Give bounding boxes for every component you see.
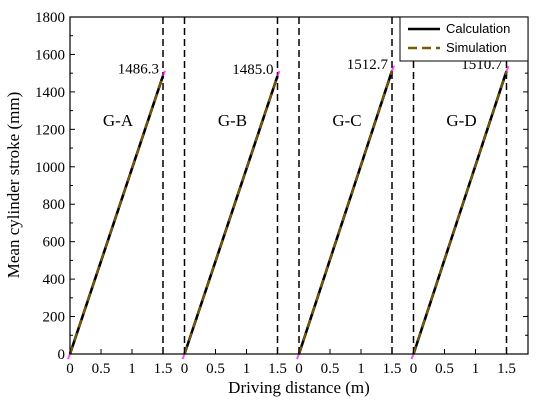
y-tick-label-8: 1600 (35, 47, 65, 63)
y-tick-label-7: 1400 (35, 85, 65, 101)
x-tick-label-g-b-3: 1.5 (268, 361, 287, 377)
end-value-label-g-c: 1512.7 (347, 57, 389, 73)
end-value-label-g-a: 1486.3 (118, 62, 159, 78)
y-tick-label-6: 1200 (35, 122, 65, 138)
y-tick-label-3: 600 (43, 235, 66, 251)
legend-label-calculation: Calculation (446, 21, 510, 36)
y-tick-label-2: 400 (43, 272, 66, 288)
end-value-label-g-b: 1485.0 (232, 62, 273, 78)
series-line-simulation-g-a (69, 75, 164, 355)
y-tick-label-4: 800 (43, 197, 66, 213)
x-tick-label-g-b-0: 0 (181, 361, 189, 377)
legend-box (399, 16, 529, 62)
legend-label-simulation: Simulation (446, 40, 507, 55)
x-tick-label-g-b-1: 0.5 (206, 361, 225, 377)
x-tick-label-g-b-2: 1 (243, 361, 251, 377)
x-tick-label-g-c-3: 1.5 (383, 361, 402, 377)
x-tick-label-g-d-1: 0.5 (435, 361, 454, 377)
series-line-simulation-g-c (298, 70, 393, 355)
x-tick-label-g-d-3: 1.5 (497, 361, 516, 377)
x-tick-label-g-a-2: 1 (128, 361, 136, 377)
y-tick-label-9: 1800 (35, 10, 65, 26)
y-tick-label-0: 0 (58, 347, 66, 363)
x-tick-label-g-d-2: 1 (472, 361, 480, 377)
group-label-g-a: G-A (103, 111, 134, 130)
x-tick-label-g-c-0: 0 (295, 361, 303, 377)
group-label-g-d: G-D (446, 111, 476, 130)
group-label-g-b: G-B (218, 111, 247, 130)
y-axis-title: Mean cylinder stroke (mm) (4, 92, 23, 278)
x-tick-label-g-a-0: 0 (66, 361, 74, 377)
x-axis-title: Driving distance (m) (228, 378, 370, 397)
x-tick-label-g-a-3: 1.5 (154, 361, 173, 377)
series-line-simulation-g-d (412, 70, 508, 355)
y-tick-label-1: 200 (43, 310, 66, 326)
x-tick-label-g-a-1: 0.5 (92, 361, 111, 377)
y-tick-label-5: 1000 (35, 160, 65, 176)
legend: Calculation Simulation (399, 16, 529, 62)
series-line-simulation-g-b (183, 75, 279, 355)
x-tick-label-g-c-2: 1 (357, 361, 365, 377)
group-label-g-c: G-C (332, 111, 361, 130)
x-tick-label-g-c-1: 0.5 (321, 361, 340, 377)
x-tick-label-g-d-0: 0 (410, 361, 418, 377)
